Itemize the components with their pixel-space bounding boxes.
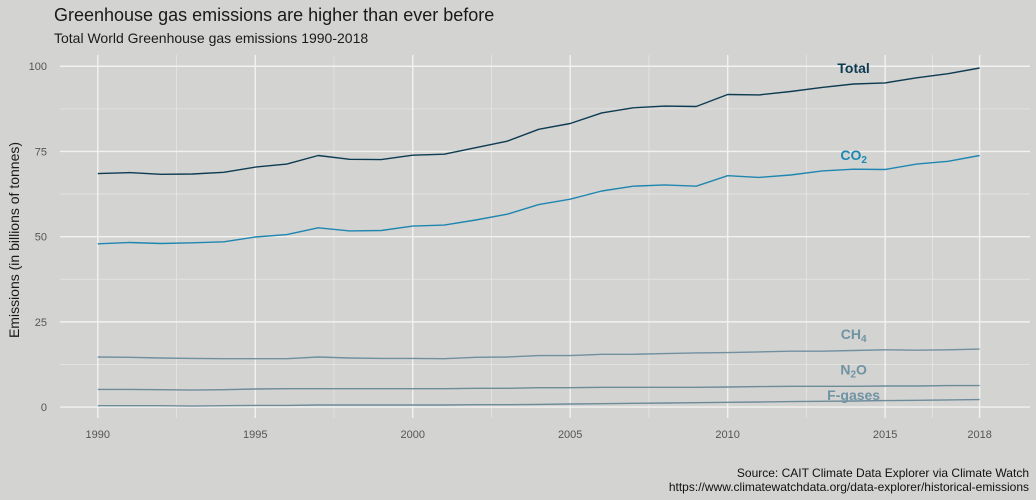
x-tick-label: 2005 [558, 429, 582, 441]
x-tick-label: 1990 [86, 429, 110, 441]
source-credit: Source: CAIT Climate Data Explorer via C… [736, 466, 1029, 480]
y-axis-ticks: 0 25 50 75 100 [29, 61, 47, 414]
series-line-co2 [97, 154, 980, 245]
series-label-co2: CO2 [840, 147, 867, 166]
y-tick-label: 50 [35, 232, 47, 244]
series-label-total: Total [837, 60, 869, 76]
series-label-f-gases: F-gases [827, 387, 880, 403]
chart-subtitle: Total World Greenhouse gas emissions 199… [54, 30, 369, 46]
major-gridlines [60, 55, 1030, 418]
x-tick-label: 2000 [400, 429, 424, 441]
series-line-total [97, 67, 980, 176]
series-line-n2o [97, 384, 980, 391]
y-axis-title: Emissions (in billions of tonnes) [6, 142, 22, 338]
x-tick-label: 2018 [967, 429, 991, 441]
chart-title: Greenhouse gas emissions are higher than… [54, 5, 495, 25]
y-tick-label: 100 [29, 61, 47, 73]
x-tick-label: 2010 [715, 429, 739, 441]
source-url: https://www.climatewatchdata.org/data-ex… [668, 480, 1029, 494]
x-tick-label: 2015 [873, 429, 897, 441]
series-label-n2o: N2O [840, 362, 867, 381]
series-line-ch4 [97, 348, 980, 360]
y-tick-label: 0 [41, 402, 47, 414]
series-line-f-gases [97, 398, 980, 407]
series-lines [97, 67, 980, 407]
y-tick-label: 25 [35, 317, 47, 329]
y-tick-label: 75 [35, 146, 47, 158]
series-labels: Total CO2 CH4 N2O F-gases [827, 60, 880, 403]
x-axis-ticks: 1990 1995 2000 2005 2010 2015 2018 [86, 429, 992, 441]
series-label-ch4: CH4 [841, 326, 867, 345]
x-tick-label: 1995 [243, 429, 267, 441]
